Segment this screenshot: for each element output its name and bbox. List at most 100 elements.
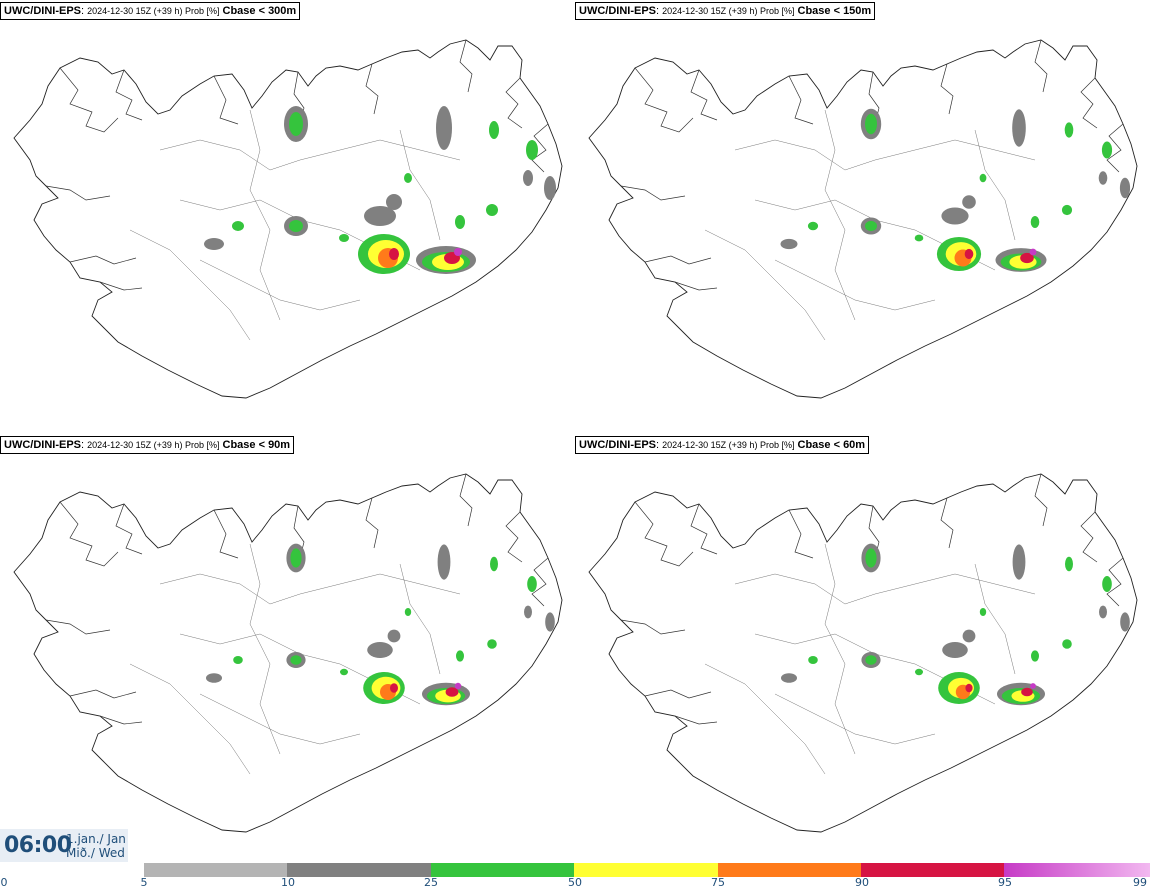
probability-area [915,668,923,676]
probability-area [290,655,302,665]
probability-area [808,656,818,664]
probability-area [340,668,348,676]
probability-area [339,234,349,242]
region-boundary [249,543,281,755]
colorbar-segment-25 [430,863,575,877]
colorbar-segment-10 [287,863,431,877]
fjord-line [1106,123,1124,173]
probability-area [1102,576,1112,592]
model-name: UWC/DINI-EPS [579,439,656,451]
fjord-line [505,511,523,563]
probability-area [454,248,462,256]
fjord-line [1034,39,1048,93]
fjord-line [674,281,718,291]
region-boundary [734,139,1036,171]
fjord-line [644,689,712,699]
colorbar-segment-5 [144,863,288,877]
coastline [588,39,1138,399]
probability-area [544,176,556,200]
fjord-line [531,557,549,607]
probability-area [364,206,396,226]
probability-area [865,655,877,665]
fjord-line [365,63,379,115]
region-boundary [399,563,441,675]
colorbar-segment-75 [717,863,861,877]
fjord-line [620,619,686,635]
colorbar-tick: 75 [711,876,725,889]
probability-area [387,629,401,643]
valid-time-box: 06:00 1.jan./ Jan Mið./ Wed [0,829,128,862]
fjord-line [644,255,712,265]
coastline [13,473,563,833]
probability-area [386,194,402,210]
fjord-line [115,69,143,121]
region-boundary [199,259,361,311]
probability-area [445,687,459,697]
probability-area [1029,248,1037,256]
fjord-line [69,689,137,699]
region-boundary [129,229,251,341]
fjord-line [788,509,814,559]
threshold-label: Cbase < 300m [222,5,297,17]
probability-area [404,608,412,616]
probability-area [436,106,452,150]
fjord-line [1034,473,1048,527]
fjord-line [788,75,814,125]
probability-area [1099,605,1107,619]
probability-area [1020,252,1034,264]
probability-area [1031,650,1039,662]
date-line-1: 1.jan./ Jan [66,832,126,846]
model-name: UWC/DINI-EPS [579,5,656,17]
iceland-map [13,473,563,833]
model-name: UWC/DINI-EPS [4,5,81,17]
probability-area [1119,177,1131,199]
colorbar-tick: 95 [998,876,1012,889]
probability-area [1012,544,1026,580]
panel-title: UWC/DINI-EPS: 2024-12-30 15Z (+39 h) Pro… [0,436,295,454]
probability-area [232,221,244,231]
fjord-line [634,501,694,567]
region-boundary [199,693,361,745]
probability-area [865,548,877,568]
iceland-map [588,39,1138,399]
region-boundary [704,229,826,341]
fjord-line [1080,511,1098,563]
coastline [588,473,1138,833]
probability-area [942,642,968,658]
fjord-line [213,509,239,559]
probability-area [865,113,877,135]
run-info: 2024-12-30 15Z (+39 h) Prob [%] [87,6,220,16]
map-panel-60m: UWC/DINI-EPS: 2024-12-30 15Z (+39 h) Pro… [575,434,1150,870]
probability-area [1065,556,1073,572]
probability-area [1061,204,1073,216]
fjord-line [115,503,143,555]
fjord-line [531,123,549,173]
region-boundary [974,563,1016,675]
fjord-line [59,501,119,567]
probability-area [780,238,798,250]
region-boundary [824,109,856,321]
iceland-map [588,473,1138,833]
probability-area [367,642,393,658]
probability-area [865,220,877,232]
colorbar-ticks: 0 5 10 25 50 75 90 95 99 [0,876,1150,890]
colorbar-tick: 99 [1133,876,1147,889]
fjord-line [505,77,523,129]
region-boundary [129,663,251,775]
run-info: 2024-12-30 15Z (+39 h) Prob [%] [87,440,220,450]
probability-area [486,204,498,216]
probability-area [807,221,819,231]
probability-area [1062,639,1072,649]
fjord-line [1106,557,1124,607]
probability-area [962,629,976,643]
probability-area [437,544,451,580]
fjord-line [690,503,718,555]
map-panel-150m: UWC/DINI-EPS: 2024-12-30 15Z (+39 h) Pro… [575,0,1150,436]
probability-area [1064,122,1074,138]
region-boundary [824,543,856,755]
run-info: 2024-12-30 15Z (+39 h) Prob [%] [662,6,795,16]
threshold-label: Cbase < 90m [222,439,291,451]
fjord-line [45,619,111,635]
fjord-line [69,255,137,265]
fjord-line [459,39,473,93]
